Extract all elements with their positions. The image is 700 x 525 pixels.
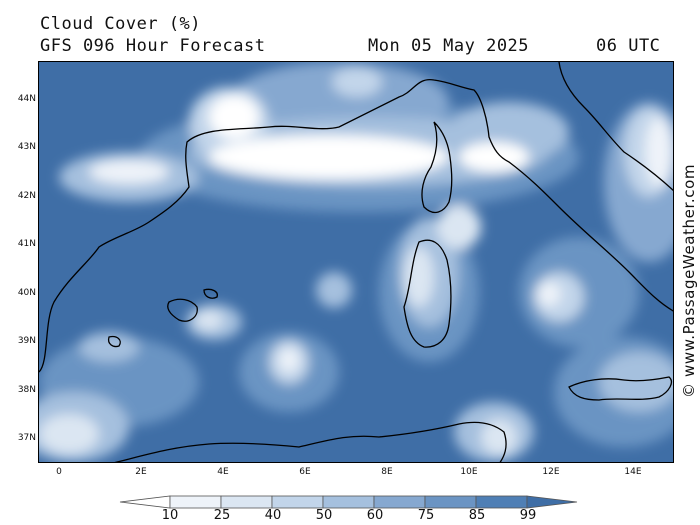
lon-label-10e: 10E	[460, 467, 478, 477]
coastlines	[39, 62, 673, 462]
lat-label-40n: 40N	[17, 288, 36, 298]
forecast-label: GFS 096 Hour Forecast	[40, 36, 266, 56]
legend-swatch-max	[526, 495, 578, 509]
lat-label-38n: 38N	[17, 385, 36, 395]
cloud-cover-map	[38, 61, 674, 463]
lon-label-6e: 6E	[299, 467, 311, 477]
legend-swatch	[373, 495, 426, 509]
lat-label-42n: 42N	[17, 191, 36, 201]
lat-label-43n: 43N	[17, 142, 36, 152]
lon-label-14e: 14E	[624, 467, 642, 477]
legend-swatch	[271, 495, 324, 509]
legend-swatch-min	[119, 495, 171, 509]
lon-label-0: 0	[56, 467, 62, 477]
legend-swatch	[322, 495, 375, 509]
legend-swatch	[424, 495, 477, 509]
legend-label-40: 40	[264, 508, 282, 523]
lon-label-4e: 4E	[217, 467, 229, 477]
site-credit: © www.PassageWeather.com	[680, 163, 698, 398]
legend-swatch	[169, 495, 222, 509]
lat-label-37n: 37N	[17, 433, 36, 443]
legend-label-75: 75	[417, 508, 435, 523]
legend-swatch	[220, 495, 273, 509]
forecast-date: Mon 05 May 2025	[368, 36, 530, 56]
cloud-cover-field	[39, 62, 673, 462]
legend-label-10: 10	[161, 508, 179, 523]
legend-label-99: 99	[519, 508, 537, 523]
forecast-time: 06 UTC	[596, 36, 661, 56]
lat-label-39n: 39N	[17, 336, 36, 346]
lat-label-44n: 44N	[17, 94, 36, 104]
lon-label-12e: 12E	[542, 467, 560, 477]
legend-label-25: 25	[213, 508, 231, 523]
lon-label-2e: 2E	[135, 467, 147, 477]
legend-swatch	[475, 495, 528, 509]
lon-label-8e: 8E	[381, 467, 393, 477]
map-title: Cloud Cover (%)	[40, 14, 202, 34]
legend-label-60: 60	[366, 508, 384, 523]
color-legend	[119, 495, 578, 509]
legend-label-85: 85	[468, 508, 486, 523]
lat-label-41n: 41N	[17, 239, 36, 249]
cloud-blobs	[39, 62, 673, 462]
legend-label-50: 50	[315, 508, 333, 523]
